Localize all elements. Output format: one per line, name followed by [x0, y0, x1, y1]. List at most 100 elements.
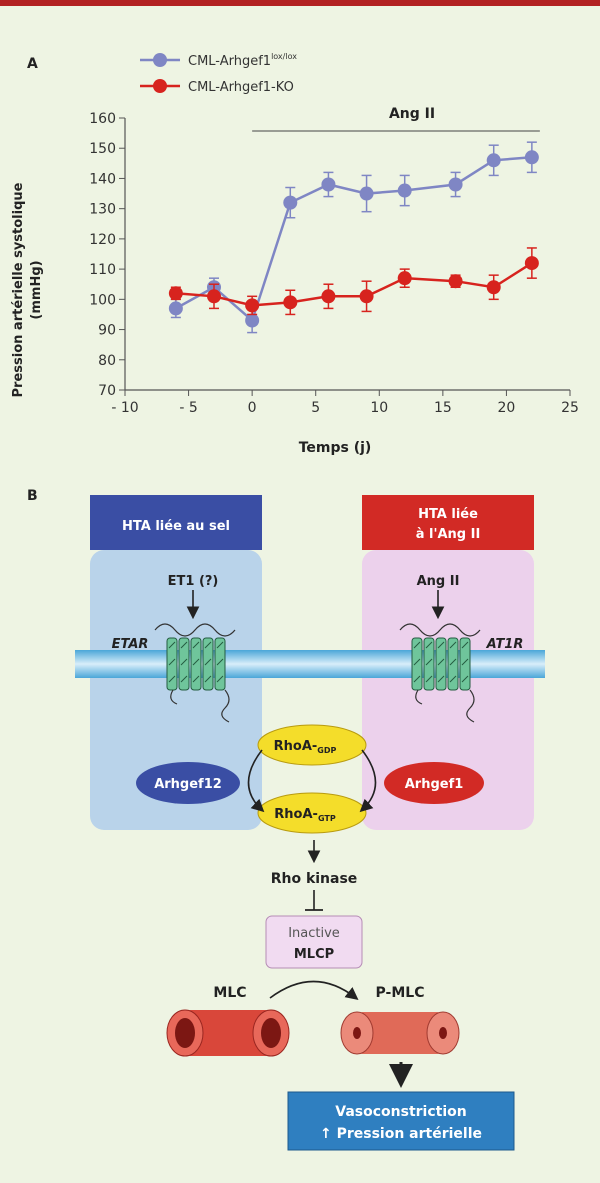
receptor-extracellular-loop: [399, 623, 481, 637]
data-point: [524, 150, 539, 165]
receptor-helix: [423, 637, 435, 691]
receptor-helix: [166, 637, 178, 691]
helix-stripe: [180, 675, 188, 683]
y-tick-label: 80: [98, 353, 116, 369]
series-0: [168, 141, 539, 334]
receptor-helix: [178, 637, 190, 691]
helix-stripe: [180, 658, 188, 666]
helix-stripe: [192, 658, 200, 666]
ang-ii-label: Ang II: [389, 106, 435, 122]
arhgef1-label: Arhgef1: [405, 777, 464, 792]
data-point: [486, 153, 501, 168]
receptor-helix: [411, 637, 423, 691]
y-axis-label-line1: Pression artérielle systolique: [11, 182, 26, 397]
blood-pressure-chart: Pression artérielle systolique (mmHg) 70…: [11, 52, 579, 456]
x-tick-label: 0: [248, 400, 257, 416]
helix-stripe: [437, 641, 445, 649]
ligand-et1: ET1 (?): [168, 574, 219, 589]
helix-stripe: [204, 675, 212, 683]
data-point: [448, 177, 463, 192]
y-tick-label: 130: [89, 202, 116, 218]
y-tick-label: 140: [89, 171, 116, 187]
receptor-intracellular-loop: [170, 689, 178, 705]
helix-stripe: [425, 658, 433, 666]
salt-hypertension-title: HTA liée au sel: [122, 519, 230, 534]
salt-hypertension-header: [90, 495, 262, 550]
y-tick-label: 150: [89, 141, 116, 157]
data-point: [168, 286, 183, 301]
constricted-vessel: [340, 1011, 460, 1055]
receptor-cterm: [221, 689, 230, 723]
helix-stripe: [168, 675, 176, 683]
helix-stripe: [216, 658, 224, 666]
x-tick-label: 25: [561, 400, 579, 416]
receptor-helix: [214, 637, 226, 691]
angii-hypertension-title-1: HTA liée: [418, 507, 478, 522]
arhgef1-pill: [384, 762, 484, 804]
data-point: [359, 289, 374, 304]
helix-stripe: [437, 675, 445, 683]
angii-hypertension-title-2: à l'Ang II: [416, 527, 481, 542]
rhoa-gdp-label: RhoA-GDP: [274, 739, 337, 755]
legend-label: CML-Arhgef1lox/lox: [188, 52, 297, 69]
x-tick-label: - 10: [111, 400, 138, 416]
legend-swatch-dot: [153, 79, 167, 93]
legend-swatch-dot: [153, 53, 167, 67]
data-point: [359, 186, 374, 201]
relaxed-vessel: [166, 1009, 290, 1057]
phosphorylation-arrow: [269, 980, 359, 1000]
at1r-receptor: [399, 623, 481, 723]
helix-stripe: [192, 641, 200, 649]
data-point: [448, 274, 463, 289]
series-line: [175, 262, 533, 307]
rhoa-gtp-label: RhoA-GTP: [274, 807, 336, 823]
data-point: [486, 280, 501, 295]
x-tick-label: 15: [434, 400, 452, 416]
gef-right-arrow: [359, 749, 377, 813]
receptor-helix: [190, 637, 202, 691]
ang-ii-annotation: Ang II: [252, 106, 540, 132]
arhgef12-pill: [136, 762, 240, 804]
helix-stripe: [425, 641, 433, 649]
y-tick-label: 90: [98, 323, 116, 339]
data-point: [397, 183, 412, 198]
y-tick-label: 120: [89, 232, 116, 248]
outcome-pressure: ↑ Pression artérielle: [320, 1126, 482, 1142]
helix-stripe: [449, 641, 457, 649]
receptor-at1r-label: AT1R: [486, 637, 524, 652]
y-tick-label: 110: [89, 262, 116, 278]
arhgef12-label: Arhgef12: [154, 777, 222, 792]
receptor-helix: [459, 637, 471, 691]
helix-stripe: [216, 641, 224, 649]
receptor-intracellular-loop: [415, 689, 423, 705]
helix-stripe: [449, 675, 457, 683]
x-tick-label: 20: [498, 400, 516, 416]
inactive-mlcp-box: [265, 915, 363, 969]
x-tick-label: 5: [311, 400, 320, 416]
data-point: [283, 195, 298, 210]
mlc-label: MLC: [213, 985, 246, 1001]
pmlc-label: P-MLC: [376, 985, 425, 1001]
helix-stripe: [192, 675, 200, 683]
data-point: [321, 177, 336, 192]
ligand-angii: Ang II: [417, 574, 460, 589]
receptor-etar-label: ETAR: [112, 637, 149, 652]
rhoa-gtp: [257, 792, 367, 834]
rho-kinase-label: Rho kinase: [271, 871, 358, 887]
receptor-extracellular-loop: [154, 623, 236, 637]
helix-stripe: [461, 675, 469, 683]
inactive-label: Inactive: [288, 926, 340, 941]
y-axis-label-line2: (mmHg): [29, 260, 44, 319]
y-tick-label: 160: [89, 111, 116, 127]
receptor-helix: [447, 637, 459, 691]
chart-axes: 70 80 90 100 110 120 130 140 150 160 - 10 - 5 0 5 10 15…: [89, 111, 579, 416]
data-point: [283, 295, 298, 310]
receptor-cterm: [466, 689, 475, 723]
receptor-helix: [435, 637, 447, 691]
receptor-helix: [202, 637, 214, 691]
data-point: [397, 271, 412, 286]
chart-series: [168, 141, 539, 334]
helix-stripe: [168, 658, 176, 666]
data-point: [245, 298, 260, 313]
etar-receptor: [154, 623, 236, 723]
